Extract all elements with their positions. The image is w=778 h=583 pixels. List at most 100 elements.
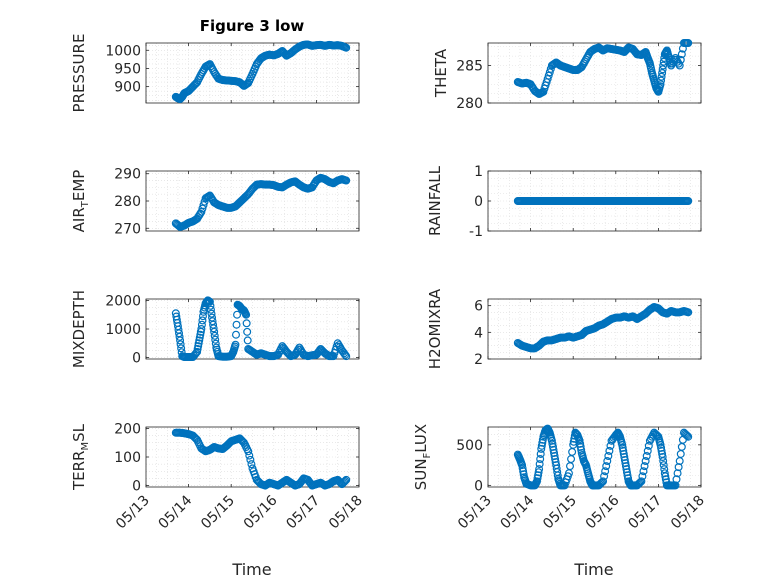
y-tick-label: 280	[456, 96, 483, 112]
data-point	[242, 310, 251, 319]
data-point-interp	[577, 445, 586, 454]
y-axis-label: AIRTEMP	[70, 170, 91, 233]
data-point-interp	[341, 350, 350, 359]
y-tick-label: 6	[474, 299, 483, 315]
y-axis-label: THETA	[432, 48, 450, 98]
panel-pressure: 900 950 1000 PRESSURE	[70, 34, 360, 113]
y-axis-label: MIXDEPTH	[70, 290, 88, 368]
data-point-interp	[657, 72, 666, 81]
y-tick-label: 200	[114, 421, 141, 437]
data-point-interp	[677, 50, 686, 59]
data-point-interp	[233, 310, 242, 319]
x-tick-label: 05/14	[156, 492, 196, 532]
data-point	[684, 432, 693, 441]
panel-airtemp: 270 280 290 AIRTEMP	[70, 167, 360, 237]
data-point-interp	[198, 204, 207, 213]
data-point-interp	[604, 451, 613, 460]
data-point-interp	[596, 479, 605, 488]
y-tick-label: 1000	[105, 322, 141, 338]
data-point-interp	[209, 324, 218, 333]
y-tick-label: 1	[474, 164, 483, 180]
data-point	[637, 477, 646, 486]
data-point-interp	[658, 68, 667, 77]
data-point	[342, 176, 351, 185]
data-point	[342, 43, 351, 52]
y-tick-label: 0	[474, 194, 483, 210]
data-point-interp	[194, 339, 203, 348]
data-point	[210, 327, 219, 336]
data-point-interp	[652, 430, 661, 439]
data-point	[195, 336, 204, 345]
data-point	[342, 475, 351, 484]
data-point	[603, 457, 612, 466]
data-point-interp	[243, 336, 252, 345]
data-point-interp	[246, 455, 255, 464]
data-point	[205, 297, 214, 306]
data-point-interp	[535, 460, 544, 469]
data-point-interp	[243, 327, 252, 336]
data-point-interp	[676, 55, 685, 64]
data-point	[675, 61, 684, 70]
data-point-interp	[196, 330, 205, 339]
x-tick-label: 05/17	[625, 493, 665, 533]
data-point-interp	[659, 457, 668, 466]
data-point-interp	[642, 451, 651, 460]
data-point-interp	[536, 455, 545, 464]
data-point-interp	[207, 309, 216, 318]
data-point	[535, 465, 544, 474]
data-point-interp	[195, 333, 204, 342]
y-tick-label: 1000	[105, 43, 141, 59]
data-point-interp	[247, 460, 256, 469]
data-point	[244, 447, 253, 456]
data-point-interp	[231, 330, 240, 339]
data-point-interp	[659, 461, 668, 470]
data-point	[231, 340, 240, 349]
y-axis-label: RAINFALL	[426, 165, 444, 236]
data-point-interp	[643, 446, 652, 455]
data-point-interp	[682, 430, 691, 439]
x-tick-label: 05/16	[241, 492, 281, 532]
x-axis-label-left: Time	[231, 560, 271, 579]
data-point-interp	[601, 467, 610, 476]
data-point-interp	[194, 342, 203, 351]
data-point-interp	[176, 340, 185, 349]
data-point-interp	[600, 472, 609, 481]
data-point-interp	[657, 76, 666, 85]
data-point-interp	[242, 319, 251, 328]
y-tick-label: 500	[456, 438, 483, 454]
data-point-interp	[210, 331, 219, 340]
data-point	[658, 453, 667, 462]
x-axis-label-right: Time	[573, 560, 613, 579]
x-tick-label: 05/13	[113, 493, 153, 533]
y-tick-label: 0	[474, 478, 483, 494]
data-point-interp	[197, 320, 206, 329]
data-point	[684, 38, 693, 47]
y-tick-label: 0	[132, 479, 141, 495]
data-point-interp	[602, 462, 611, 471]
data-point	[684, 197, 693, 206]
data-point-interp	[534, 468, 543, 477]
x-tick-label: 05/18	[668, 493, 708, 533]
data-point-interp	[635, 479, 644, 488]
x-tick-label: 05/13	[455, 493, 495, 533]
data-point-interp	[199, 201, 208, 210]
y-tick-label: 270	[114, 221, 141, 237]
data-point-interp	[232, 320, 241, 329]
y-axis-label: SUNFLUX	[412, 424, 433, 490]
data-point-interp	[192, 349, 201, 358]
data-point	[599, 477, 608, 486]
data-point-interp	[177, 344, 186, 353]
y-axis-label: PRESSURE	[70, 34, 88, 113]
panel-mixdepth: 0 1000 2000 MIXDEPTH	[70, 290, 360, 368]
data-point	[193, 347, 202, 356]
data-point-interp	[211, 335, 220, 344]
data-point-interp	[605, 446, 614, 455]
data-point	[641, 457, 650, 466]
y-tick-label: 100	[114, 450, 141, 466]
x-tick-label: 05/17	[283, 493, 323, 533]
data-point-interp	[683, 431, 692, 440]
y-axis-label: H2OMIXRA	[426, 288, 444, 369]
data-point-interp	[211, 339, 220, 348]
data-point-interp	[206, 305, 215, 314]
